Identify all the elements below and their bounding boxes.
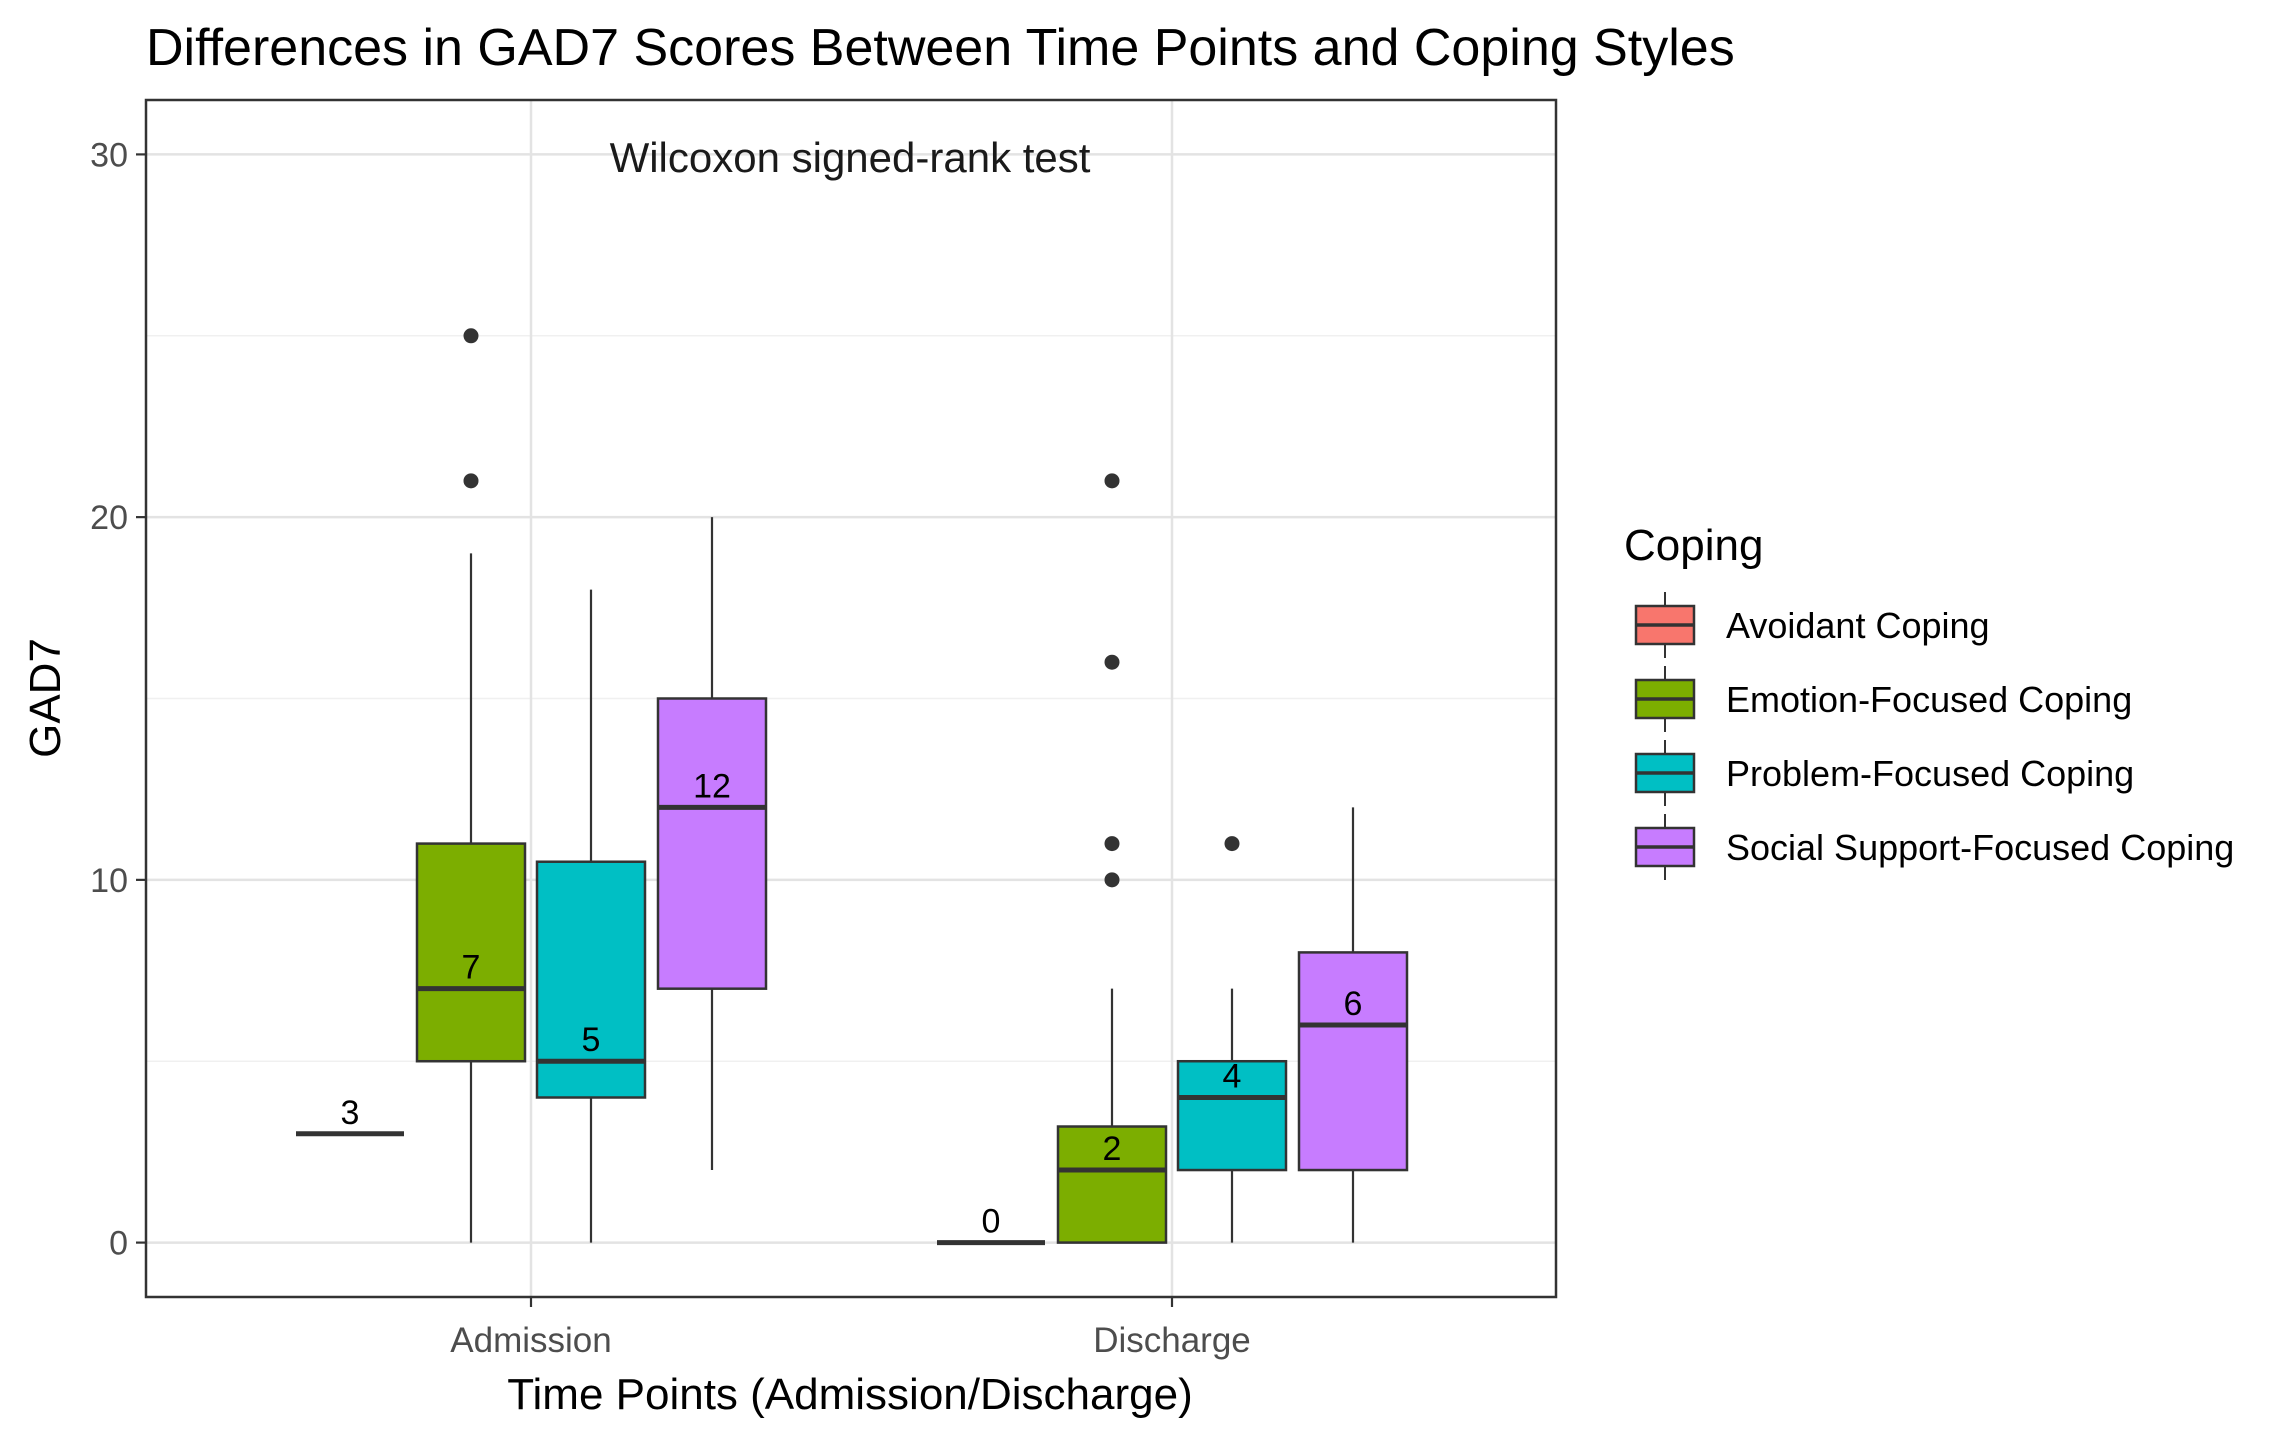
median-label: 2 bbox=[1103, 1130, 1122, 1168]
y-tick-label: 20 bbox=[90, 499, 128, 537]
box-iqr bbox=[656, 697, 768, 990]
boxes-layer: 3 0 7 2 5 4 12 6 bbox=[296, 328, 1409, 1246]
box-group: 4 bbox=[1176, 836, 1288, 1243]
outlier-point bbox=[463, 328, 479, 344]
legend-label: Avoidant Coping bbox=[1726, 605, 1990, 646]
chart-title: Differences in GAD7 Scores Between Time … bbox=[146, 19, 1735, 77]
legend-item: Avoidant Coping bbox=[1634, 592, 1990, 658]
legend-label: Social Support-Focused Coping bbox=[1726, 827, 2234, 868]
median-label: 4 bbox=[1223, 1058, 1242, 1096]
legend-title: Coping bbox=[1624, 521, 1763, 570]
legend: Coping Avoidant Coping Emotion-Focused Co… bbox=[1624, 521, 2234, 880]
box-group: 5 bbox=[535, 589, 647, 1243]
box-iqr bbox=[1297, 951, 1409, 1172]
legend-item: Problem-Focused Coping bbox=[1634, 740, 2134, 806]
box-group: 0 bbox=[937, 1203, 1045, 1246]
x-tick-label: Admission bbox=[450, 1321, 611, 1360]
x-axis-label: Time Points (Admission/Discharge) bbox=[507, 1370, 1192, 1419]
test-annotation: Wilcoxon signed-rank test bbox=[610, 134, 1091, 181]
box-iqr bbox=[1056, 1125, 1168, 1244]
box-group: 3 bbox=[296, 1094, 404, 1137]
x-axis: Admission Discharge bbox=[450, 1297, 1251, 1360]
legend-label: Problem-Focused Coping bbox=[1726, 753, 2134, 794]
box-group: 12 bbox=[656, 517, 768, 1171]
outlier-point bbox=[1104, 654, 1120, 670]
y-tick-label: 30 bbox=[90, 136, 128, 174]
median-label: 12 bbox=[693, 767, 731, 805]
outlier-point bbox=[1224, 836, 1240, 852]
outlier-point bbox=[463, 473, 479, 489]
outlier-point bbox=[1104, 836, 1120, 852]
median-label: 3 bbox=[341, 1094, 360, 1132]
box-group: 6 bbox=[1297, 807, 1409, 1243]
y-axis: 0 10 20 30 bbox=[90, 136, 146, 1263]
median-label: 0 bbox=[982, 1203, 1001, 1241]
median-label: 5 bbox=[582, 1021, 601, 1059]
box-group: 7 bbox=[415, 328, 527, 1243]
y-axis-label: GAD7 bbox=[21, 638, 70, 758]
outlier-point bbox=[1104, 473, 1120, 489]
legend-item: Emotion-Focused Coping bbox=[1634, 666, 2132, 732]
legend-label: Emotion-Focused Coping bbox=[1726, 679, 2132, 720]
outlier-point bbox=[1104, 872, 1120, 888]
box-iqr bbox=[415, 842, 527, 1063]
y-tick-label: 0 bbox=[109, 1225, 128, 1263]
legend-item: Social Support-Focused Coping bbox=[1634, 814, 2234, 880]
box-iqr bbox=[535, 860, 647, 1099]
box-group: 2 bbox=[1056, 473, 1168, 1244]
median-label: 6 bbox=[1344, 985, 1363, 1023]
box-iqr bbox=[1176, 1059, 1288, 1172]
median-label: 7 bbox=[462, 949, 481, 987]
y-tick-label: 10 bbox=[90, 862, 128, 900]
panel-grid bbox=[146, 100, 1556, 1297]
panel-border bbox=[144, 98, 1558, 1299]
x-tick-label: Discharge bbox=[1093, 1321, 1251, 1360]
